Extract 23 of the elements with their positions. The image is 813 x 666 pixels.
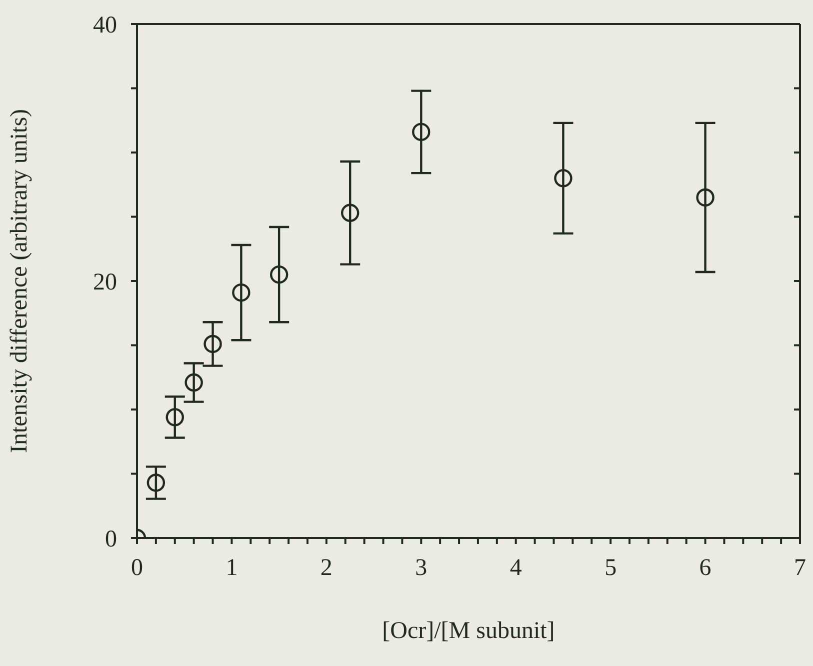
x-tick-label: 3 <box>415 555 428 582</box>
point <box>232 283 250 302</box>
point <box>270 265 288 284</box>
point <box>554 169 572 188</box>
y-tick-label: 40 <box>93 12 117 39</box>
x-tick-label: 4 <box>510 555 522 582</box>
point <box>184 373 203 392</box>
x-tick-label: 0 <box>131 555 143 582</box>
x-tick-label: 5 <box>604 555 617 582</box>
x-tick-label: 6 <box>699 555 712 582</box>
y-tick-label: 0 <box>105 526 117 553</box>
x-tick-label: 2 <box>320 555 332 582</box>
y-axis-title: Intensity difference (arbitrary units) <box>6 108 33 454</box>
x-axis-title: [Ocr]/[M subunit] <box>382 618 555 644</box>
x-tick-label: 7 <box>794 555 806 582</box>
point <box>696 188 714 207</box>
point <box>204 334 222 354</box>
point <box>412 122 430 142</box>
point <box>341 204 360 222</box>
point <box>166 408 184 426</box>
point <box>146 474 166 492</box>
y-tick-label: 20 <box>93 270 117 296</box>
x-tick-label: 1 <box>226 555 238 582</box>
